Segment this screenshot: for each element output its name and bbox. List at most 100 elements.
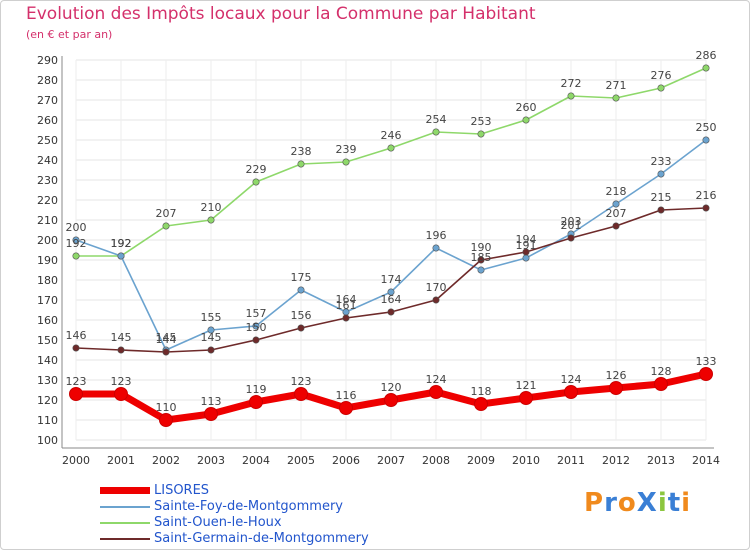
chart-title: Evolution des Impôts locaux pour la Comm…	[26, 4, 536, 24]
chart-subtitle: (en € et par an)	[26, 28, 113, 41]
data-label: 250	[696, 121, 717, 134]
data-label: 123	[111, 375, 132, 388]
data-label: 118	[471, 385, 492, 398]
data-label: 272	[561, 77, 582, 90]
data-point	[567, 92, 575, 100]
data-point	[702, 136, 710, 144]
data-label: 146	[66, 329, 87, 342]
y-tick-label: 200	[37, 234, 58, 247]
data-point	[609, 381, 623, 395]
data-label: 155	[201, 311, 222, 324]
y-tick-label: 220	[37, 194, 58, 207]
x-tick-label: 2003	[197, 454, 225, 467]
data-point	[297, 286, 305, 294]
data-point	[477, 256, 485, 264]
data-label: 192	[111, 237, 132, 250]
data-label: 215	[651, 191, 672, 204]
y-tick-label: 280	[37, 74, 58, 87]
data-point	[567, 234, 575, 242]
x-tick-label: 2009	[467, 454, 495, 467]
data-point	[384, 393, 398, 407]
x-tick-label: 2002	[152, 454, 180, 467]
data-point	[387, 144, 395, 152]
legend-swatch	[100, 538, 150, 540]
data-point	[117, 346, 125, 354]
data-label: 194	[516, 233, 537, 246]
data-label: 286	[696, 49, 717, 62]
data-label: 120	[381, 381, 402, 394]
data-point	[69, 387, 83, 401]
y-tick-label: 160	[37, 314, 58, 327]
data-label: 218	[606, 185, 627, 198]
data-point	[342, 314, 350, 322]
data-point	[72, 344, 80, 352]
legend-swatch	[100, 487, 150, 494]
data-point	[72, 252, 80, 260]
y-tick-label: 230	[37, 174, 58, 187]
data-label: 271	[606, 79, 627, 92]
data-point	[612, 222, 620, 230]
data-label: 128	[651, 365, 672, 378]
data-label: 145	[201, 331, 222, 344]
data-label: 203	[561, 215, 582, 228]
data-point	[252, 322, 260, 330]
y-tick-label: 130	[37, 374, 58, 387]
data-point	[72, 236, 80, 244]
data-point	[429, 385, 443, 399]
data-point	[522, 116, 530, 124]
data-point	[387, 288, 395, 296]
data-label: 260	[516, 101, 537, 114]
data-point	[432, 128, 440, 136]
data-label: 150	[246, 321, 267, 334]
y-tick-label: 150	[37, 334, 58, 347]
data-label: 229	[246, 163, 267, 176]
data-label: 164	[336, 293, 357, 306]
x-tick-label: 2006	[332, 454, 360, 467]
x-tick-label: 2010	[512, 454, 540, 467]
data-label: 238	[291, 145, 312, 158]
data-point	[252, 178, 260, 186]
x-tick-label: 2000	[62, 454, 90, 467]
data-point	[432, 244, 440, 252]
data-point	[477, 266, 485, 274]
y-tick-label: 100	[37, 434, 58, 447]
y-tick-label: 270	[37, 94, 58, 107]
data-label: 110	[156, 401, 177, 414]
x-tick-label: 2005	[287, 454, 315, 467]
data-label: 210	[201, 201, 222, 214]
data-point	[699, 367, 713, 381]
data-point	[519, 391, 533, 405]
data-label: 276	[651, 69, 672, 82]
data-label: 121	[516, 379, 537, 392]
data-label: 164	[381, 293, 402, 306]
data-label: 123	[291, 375, 312, 388]
data-point	[702, 204, 710, 212]
data-point	[117, 252, 125, 260]
x-tick-label: 2008	[422, 454, 450, 467]
x-tick-label: 2011	[557, 454, 585, 467]
data-point	[294, 387, 308, 401]
data-label: 170	[426, 281, 447, 294]
x-tick-label: 2012	[602, 454, 630, 467]
y-tick-label: 180	[37, 274, 58, 287]
data-label: 124	[426, 373, 447, 386]
data-label: 191	[516, 239, 537, 252]
data-point	[657, 206, 665, 214]
data-point	[207, 326, 215, 334]
x-tick-label: 2004	[242, 454, 270, 467]
data-label: 113	[201, 395, 222, 408]
data-label: 200	[66, 221, 87, 234]
data-label: 174	[381, 273, 402, 286]
data-label: 254	[426, 113, 447, 126]
y-tick-label: 110	[37, 414, 58, 427]
x-tick-label: 2007	[377, 454, 405, 467]
legend-label: Sainte-Foy-de-Montgommery	[154, 499, 343, 514]
y-tick-label: 210	[37, 214, 58, 227]
data-label: 253	[471, 115, 492, 128]
data-point	[612, 200, 620, 208]
data-label: 246	[381, 129, 402, 142]
data-point	[339, 401, 353, 415]
data-point	[432, 296, 440, 304]
data-point	[159, 413, 173, 427]
